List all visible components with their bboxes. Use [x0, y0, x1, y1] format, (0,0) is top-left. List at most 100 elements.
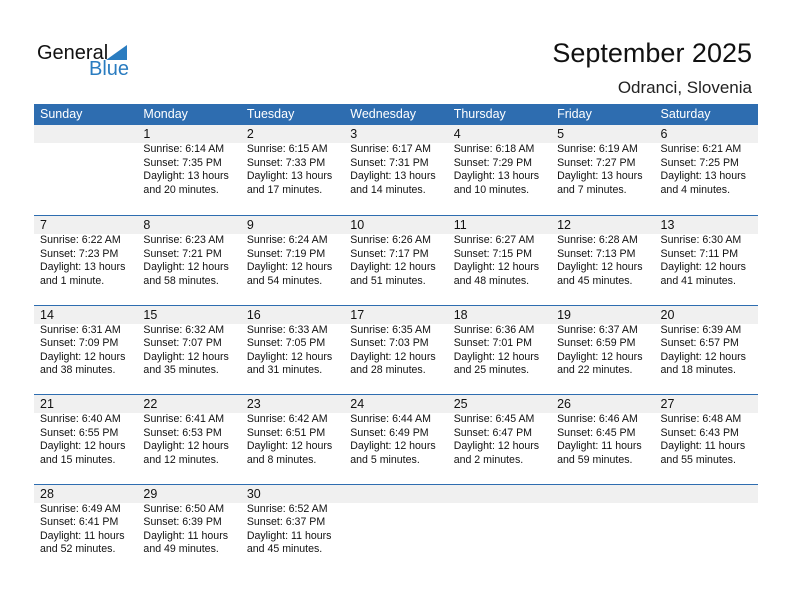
day-number: 9 — [246, 218, 254, 232]
sunset-text: Sunset: 7:05 PM — [246, 337, 326, 350]
daylight-text: Daylight: 12 hours — [557, 350, 643, 363]
daylight-minutes-text: and 38 minutes. — [40, 364, 116, 377]
daylight-text: Daylight: 12 hours — [660, 350, 746, 363]
sunrise-text: Sunrise: 6:33 AM — [246, 323, 328, 336]
day-cell: 10 Sunrise: 6:26 AM Sunset: 7:17 PM Dayligh… — [344, 216, 447, 305]
sunrise-text: Sunrise: 6:37 AM — [557, 323, 638, 336]
day-number: 30 — [246, 486, 261, 501]
sunset-text: Sunset: 7:07 PM — [143, 337, 222, 350]
daylight-minutes-text: and 5 minutes. — [350, 453, 420, 466]
day-cell: 12 Sunrise: 6:28 AM Sunset: 7:13 PM Dayligh… — [551, 216, 654, 305]
sunrise-text: Sunrise: 6:41 AM — [143, 413, 225, 425]
day-number: 19 — [557, 307, 572, 322]
day-cell: 9 Sunrise: 6:24 AM Sunset: 7:19 PM Daylight… — [241, 216, 344, 305]
daylight-text: Daylight: 12 hours — [246, 261, 333, 274]
day-cell: 4 Sunrise: 6:18 AM Sunset: 7:29 PM Daylight… — [448, 125, 551, 215]
daylight-text: Daylight: 12 hours — [453, 261, 540, 274]
day-number: 29 — [143, 486, 158, 501]
day-cell: 1 Sunrise: 6:14 AM Sunset: 7:35 PM Daylight… — [137, 125, 240, 215]
week-row: 21 Sunrise: 6:40 AM Sunset: 6:55 PM Dayligh… — [34, 394, 758, 484]
daylight-text: Daylight: 11 hours — [557, 440, 642, 453]
daylight-minutes-text: and 17 minutes. — [246, 183, 323, 196]
day-number: 11 — [453, 218, 467, 232]
week-row: 7 Sunrise: 6:22 AM Sunset: 7:23 PM Daylight… — [34, 215, 758, 305]
sunrise-text: Sunrise: 6:22 AM — [40, 234, 121, 246]
day-cell: 25 Sunrise: 6:45 AM Sunset: 6:47 PM Dayligh… — [448, 395, 551, 484]
day-cell: 21 Sunrise: 6:40 AM Sunset: 6:55 PM Dayligh… — [34, 395, 137, 484]
day-number: 18 — [453, 307, 468, 322]
daylight-text: Daylight: 13 hours — [40, 261, 126, 274]
day-cell: 27 Sunrise: 6:48 AM Sunset: 6:43 PM Dayligh… — [655, 395, 758, 484]
sunrise-text: Sunrise: 6:44 AM — [350, 413, 431, 425]
weekday-saturday: Saturday — [660, 107, 711, 121]
sunset-text: Sunset: 6:49 PM — [350, 426, 429, 439]
day-cell: 26 Sunrise: 6:46 AM Sunset: 6:45 PM Dayligh… — [551, 395, 654, 484]
day-cell: 30 Sunrise: 6:52 AM Sunset: 6:37 PM Dayligh… — [241, 485, 344, 574]
logo-text-blue: Blue — [89, 58, 130, 80]
daylight-text: Daylight: 12 hours — [246, 350, 333, 363]
weekday-friday: Friday — [557, 107, 592, 121]
daylight-text: Daylight: 12 hours — [660, 261, 746, 274]
weekday-wednesday: Wednesday — [350, 107, 417, 121]
day-cell: 17 Sunrise: 6:35 AM Sunset: 7:03 PM Dayligh… — [344, 306, 447, 395]
logo: General Blue — [37, 42, 132, 82]
sunset-text: Sunset: 7:31 PM — [350, 156, 429, 169]
daylight-text: Daylight: 13 hours — [246, 170, 333, 183]
daylight-text: Daylight: 13 hours — [453, 170, 540, 183]
sunrise-text: Sunrise: 6:32 AM — [143, 323, 225, 336]
empty-cell — [344, 485, 447, 574]
sunrise-text: Sunrise: 6:19 AM — [557, 143, 638, 155]
day-cell: 3 Sunrise: 6:17 AM Sunset: 7:31 PM Daylight… — [344, 125, 447, 215]
empty-cell — [34, 125, 137, 215]
daylight-minutes-text: and 59 minutes. — [557, 453, 633, 466]
day-cell: 2 Sunrise: 6:15 AM Sunset: 7:33 PM Daylight… — [241, 125, 344, 215]
sunset-text: Sunset: 7:03 PM — [350, 337, 429, 350]
location: Odranci, Slovenia — [617, 78, 752, 97]
day-number: 26 — [557, 397, 572, 411]
day-cell: 19 Sunrise: 6:37 AM Sunset: 6:59 PM Dayligh… — [551, 306, 654, 395]
daylight-text: Daylight: 12 hours — [40, 440, 126, 453]
daylight-minutes-text: and 7 minutes. — [557, 183, 627, 196]
daylight-text: Daylight: 11 hours — [143, 529, 229, 542]
day-number: 10 — [350, 218, 365, 232]
day-cell: 7 Sunrise: 6:22 AM Sunset: 7:23 PM Daylight… — [34, 216, 137, 305]
day-number: 1 — [143, 127, 151, 141]
sunset-text: Sunset: 7:19 PM — [246, 247, 326, 260]
daylight-minutes-text: and 55 minutes. — [660, 453, 736, 466]
sunset-text: Sunset: 7:13 PM — [557, 247, 636, 260]
daylight-minutes-text: and 18 minutes. — [660, 364, 736, 377]
daylight-text: Daylight: 12 hours — [350, 261, 436, 274]
sunrise-text: Sunrise: 6:23 AM — [143, 234, 225, 246]
empty-cell — [655, 485, 758, 574]
sunrise-text: Sunrise: 6:50 AM — [143, 502, 225, 515]
daylight-minutes-text: and 25 minutes. — [453, 364, 530, 377]
sunset-text: Sunset: 7:35 PM — [143, 156, 222, 169]
daylight-minutes-text: and 12 minutes. — [143, 453, 219, 466]
day-cell: 11 Sunrise: 6:27 AM Sunset: 7:15 PM Dayligh… — [448, 216, 551, 305]
date-band — [34, 216, 758, 234]
sunrise-text: Sunrise: 6:35 AM — [350, 323, 431, 336]
sunset-text: Sunset: 7:17 PM — [350, 247, 429, 260]
daylight-minutes-text: and 54 minutes. — [246, 274, 323, 287]
daylight-minutes-text: and 14 minutes. — [350, 183, 426, 196]
week-row: 1 Sunrise: 6:14 AM Sunset: 7:35 PM Daylight… — [34, 125, 758, 215]
sunset-text: Sunset: 7:25 PM — [660, 156, 739, 169]
sunrise-text: Sunrise: 6:21 AM — [660, 143, 742, 155]
day-cell: 6 Sunrise: 6:21 AM Sunset: 7:25 PM Daylight… — [655, 125, 758, 215]
day-number: 25 — [453, 397, 468, 411]
sunset-text: Sunset: 6:55 PM — [40, 426, 119, 439]
sunset-text: Sunset: 7:21 PM — [143, 247, 222, 260]
weekday-sunday: Sunday — [40, 107, 83, 121]
day-cell: 22 Sunrise: 6:41 AM Sunset: 6:53 PM Dayligh… — [137, 395, 240, 484]
daylight-text: Daylight: 13 hours — [350, 170, 436, 183]
daylight-minutes-text: and 52 minutes. — [40, 543, 116, 556]
empty-cell — [448, 485, 551, 574]
daylight-text: Daylight: 13 hours — [557, 170, 643, 183]
daylight-text: Daylight: 12 hours — [453, 440, 540, 453]
logo-triangle-icon — [106, 45, 127, 60]
sunset-text: Sunset: 7:01 PM — [453, 337, 533, 350]
daylight-text: Daylight: 12 hours — [246, 440, 333, 453]
day-number: 23 — [246, 397, 261, 411]
date-band — [34, 305, 758, 324]
